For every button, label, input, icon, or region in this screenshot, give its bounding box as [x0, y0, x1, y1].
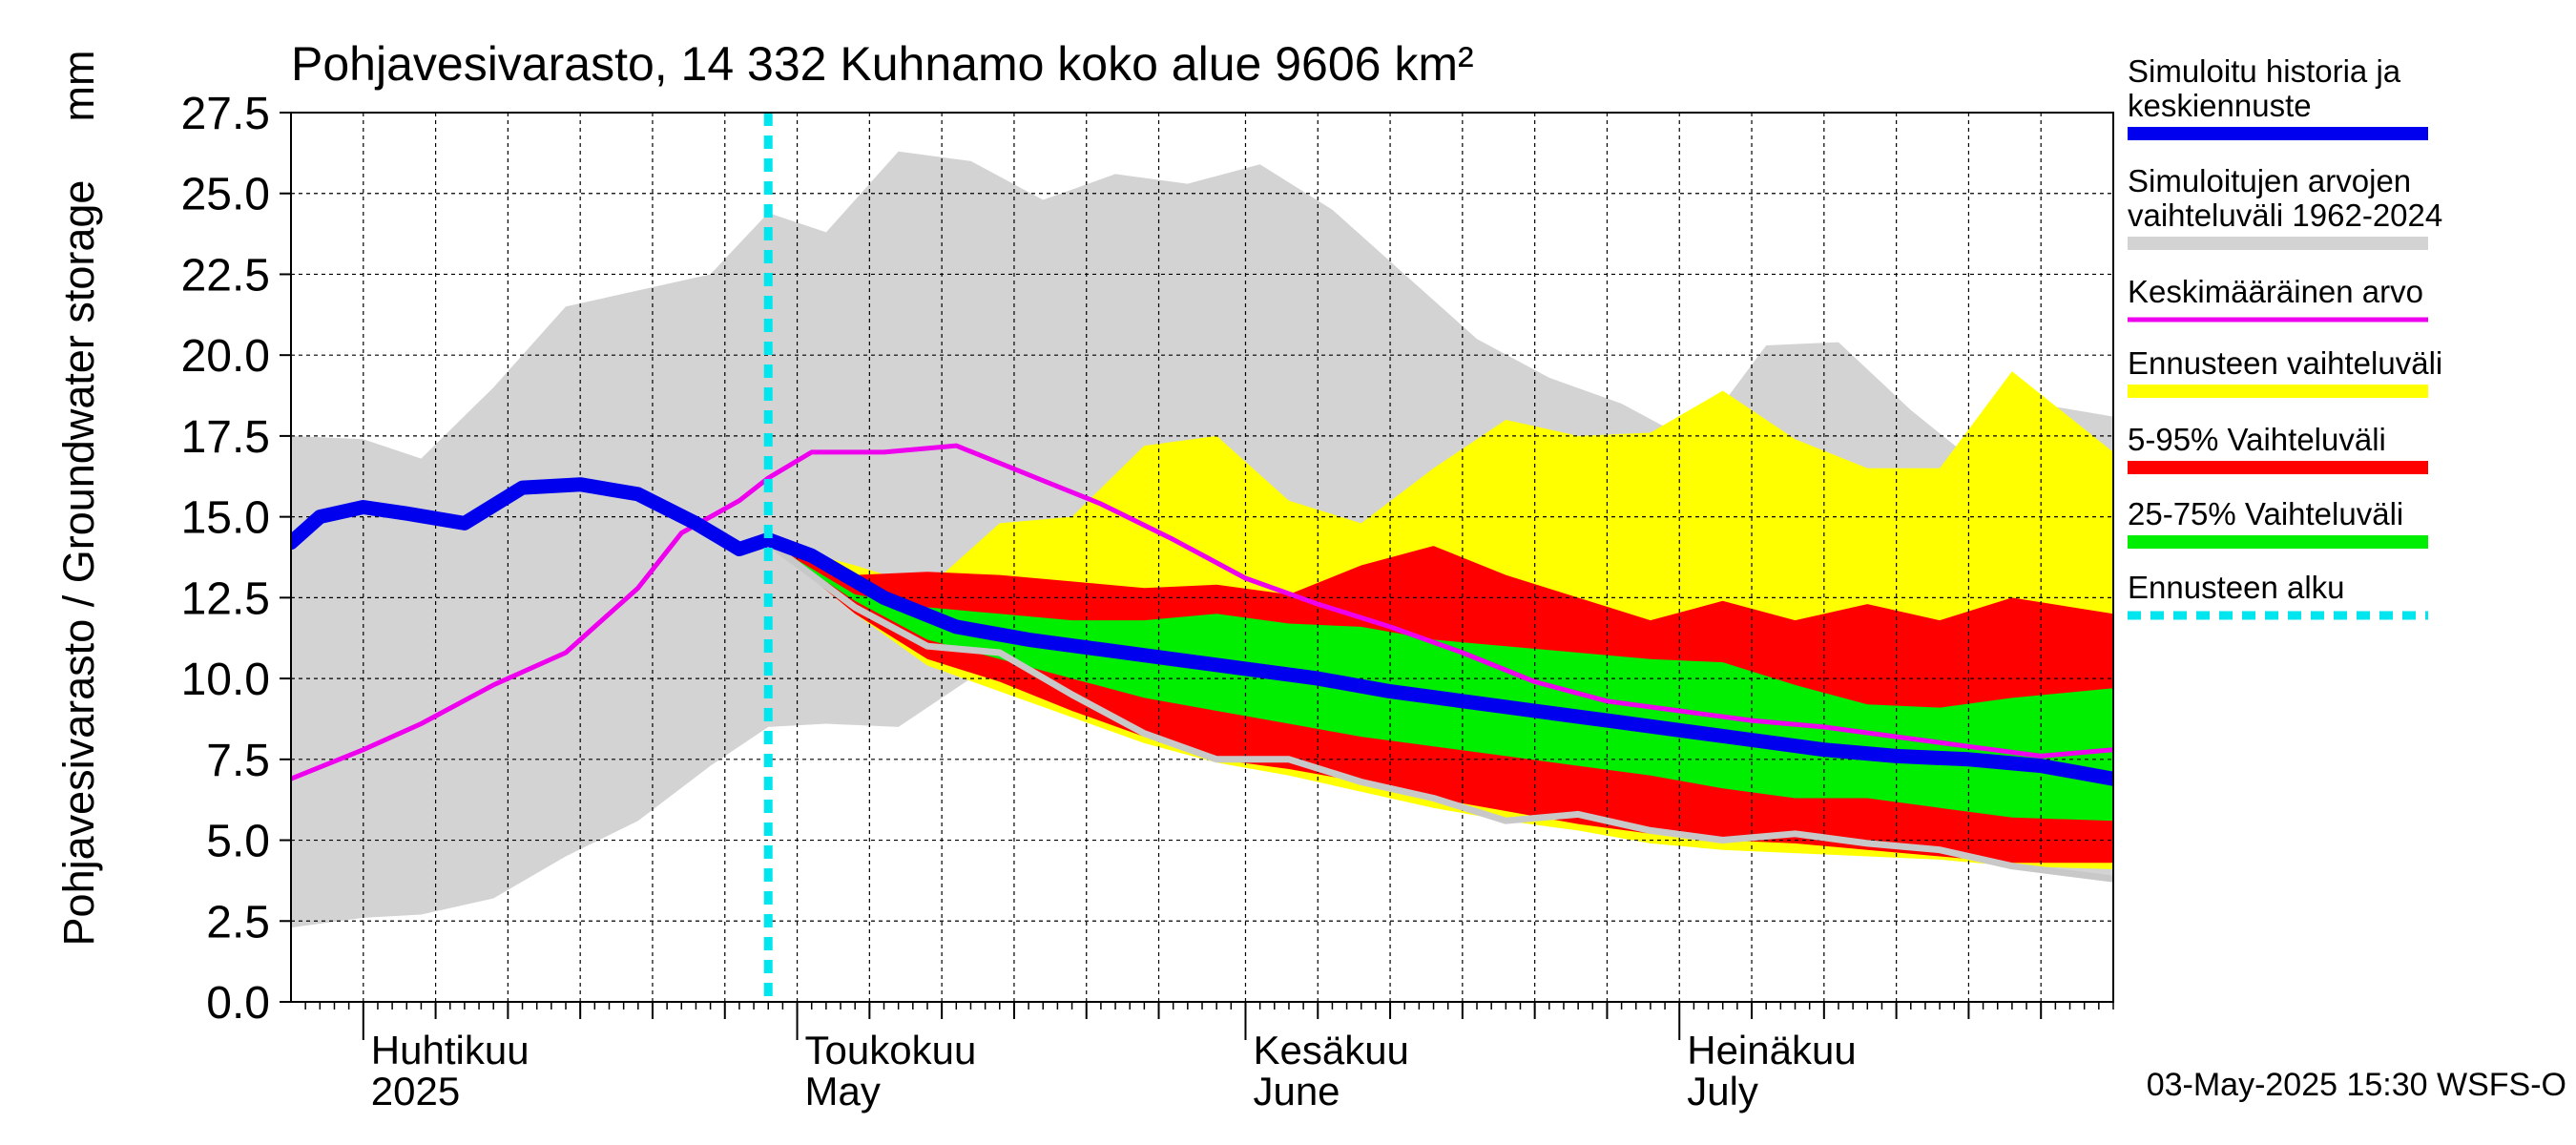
legend-label: Ennusteen alku — [2128, 570, 2345, 605]
legend-label: vaihteluväli 1962-2024 — [2128, 198, 2442, 233]
legend-label: Simuloitu historia ja — [2128, 53, 2401, 89]
y-tick-label: 25.0 — [181, 170, 270, 220]
y-tick-label: 0.0 — [206, 978, 270, 1029]
y-tick-label: 12.5 — [181, 573, 270, 624]
x-month-sublabel: 2025 — [371, 1069, 460, 1114]
x-month-label: Toukokuu — [805, 1028, 977, 1072]
series-mean-line — [291, 443, 2113, 781]
x-month-label: Heinäkuu — [1687, 1028, 1856, 1072]
x-month-label: Huhtikuu — [371, 1028, 530, 1072]
y-tick-label: 5.0 — [206, 817, 270, 867]
x-month-sublabel: May — [805, 1069, 881, 1114]
series-grey-line-line — [764, 539, 2113, 883]
footer-timestamp: 03-May-2025 15:30 WSFS-O — [2147, 1067, 2566, 1103]
x-month-sublabel: June — [1253, 1069, 1340, 1114]
band-p25-75 — [768, 542, 2113, 822]
x-month-sublabel: July — [1687, 1069, 1758, 1114]
line-layer — [291, 113, 2113, 1002]
y-tick-label: 15.0 — [181, 493, 270, 544]
legend-label: 5-95% Vaihteluväli — [2128, 422, 2386, 457]
legend-label: Keskimääräinen arvo — [2128, 274, 2423, 309]
legend-label: Simuloitujen arvojen — [2128, 163, 2411, 198]
y-tick-label: 20.0 — [181, 331, 270, 382]
chart-title: Pohjavesivarasto, 14 332 Kuhnamo koko al… — [291, 37, 1474, 91]
legend-label: Ennusteen vaihteluväli — [2128, 345, 2442, 381]
grid-layer — [291, 113, 2113, 1002]
y-tick-label: 22.5 — [181, 250, 270, 301]
y-tick-label: 2.5 — [206, 897, 270, 947]
y-axis-unit: mm — [54, 51, 103, 122]
y-tick-label: 10.0 — [181, 655, 270, 705]
y-tick-label: 27.5 — [181, 89, 270, 139]
legend-label: keskiennuste — [2128, 88, 2312, 123]
y-tick-layer: 0.0 2.5 5.0 7.5 10.0 12.5 15.0 17.5 20.0 22.5 25.0… — [181, 89, 291, 1029]
y-tick-label: 7.5 — [206, 736, 270, 786]
y-tick-label: 17.5 — [181, 412, 270, 463]
legend-label: 25-75% Vaihteluväli — [2128, 496, 2403, 531]
series-history-line — [291, 477, 2113, 786]
x-month-label: Kesäkuu — [1253, 1028, 1408, 1072]
y-axis-label: Pohjavesivarasto / Groundwater storage — [54, 180, 103, 947]
